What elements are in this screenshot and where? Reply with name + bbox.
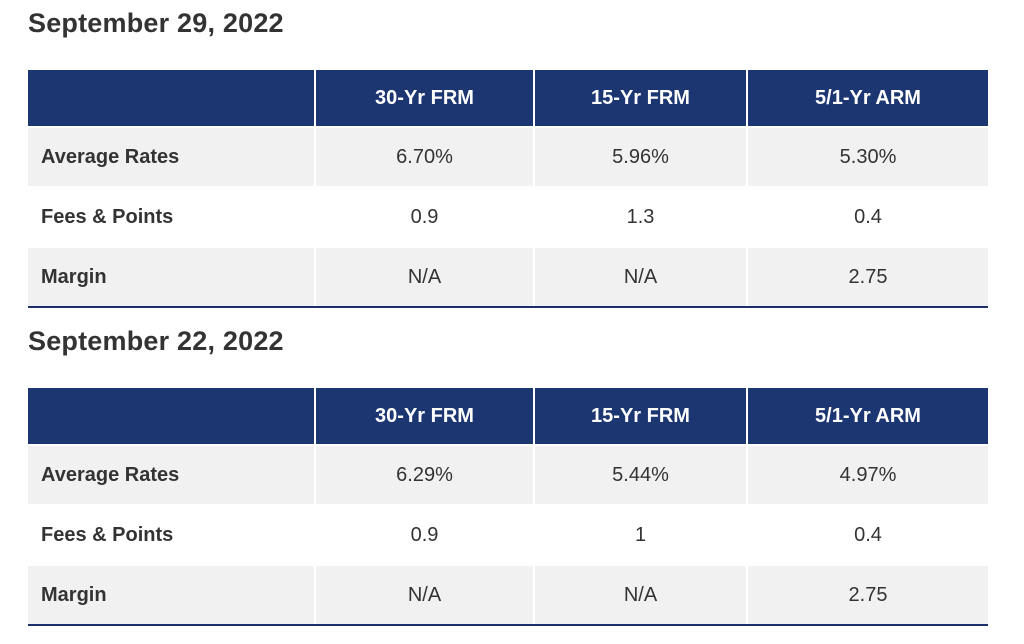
header-cell-15yr-frm: 15-Yr FRM xyxy=(535,70,748,126)
table-cell: 6.29% xyxy=(316,444,535,504)
header-cell-empty xyxy=(28,388,316,444)
row-label-average-rates: Average Rates xyxy=(28,444,316,504)
table-cell: 5.96% xyxy=(535,126,748,186)
table-cell: 0.4 xyxy=(748,186,988,246)
table-cell: 5.44% xyxy=(535,444,748,504)
section-date-heading: September 22, 2022 xyxy=(28,326,284,356)
header-cell-15yr-frm: 15-Yr FRM xyxy=(535,388,748,444)
mortgage-rates-table: 30-Yr FRM 15-Yr FRM 5/1-Yr ARM Average R… xyxy=(28,70,988,308)
header-cell-5-1yr-arm: 5/1-Yr ARM xyxy=(748,388,988,444)
row-label-fees-points: Fees & Points xyxy=(28,504,316,564)
table-row: Margin N/A N/A 2.75 xyxy=(28,246,988,306)
section-date-heading: September 29, 2022 xyxy=(28,8,284,38)
header-cell-30yr-frm: 30-Yr FRM xyxy=(316,388,535,444)
table-row: Fees & Points 0.9 1.3 0.4 xyxy=(28,186,988,246)
header-cell-5-1yr-arm: 5/1-Yr ARM xyxy=(748,70,988,126)
table-row: Margin N/A N/A 2.75 xyxy=(28,564,988,624)
table-cell: N/A xyxy=(316,564,535,624)
row-label-margin: Margin xyxy=(28,246,316,306)
table-cell: 5.30% xyxy=(748,126,988,186)
row-label-average-rates: Average Rates xyxy=(28,126,316,186)
table-cell: 0.9 xyxy=(316,504,535,564)
table-cell: 1 xyxy=(535,504,748,564)
table-header-row: 30-Yr FRM 15-Yr FRM 5/1-Yr ARM xyxy=(28,388,988,444)
table-cell: N/A xyxy=(535,246,748,306)
table-cell: 4.97% xyxy=(748,444,988,504)
table-row: Fees & Points 0.9 1 0.4 xyxy=(28,504,988,564)
table-cell: 0.4 xyxy=(748,504,988,564)
table-cell: 0.9 xyxy=(316,186,535,246)
table-cell: 2.75 xyxy=(748,564,988,624)
table-cell: N/A xyxy=(535,564,748,624)
mortgage-rates-table: 30-Yr FRM 15-Yr FRM 5/1-Yr ARM Average R… xyxy=(28,388,988,626)
table-cell: 2.75 xyxy=(748,246,988,306)
table-row: Average Rates 6.70% 5.96% 5.30% xyxy=(28,126,988,186)
table-cell: 1.3 xyxy=(535,186,748,246)
header-cell-30yr-frm: 30-Yr FRM xyxy=(316,70,535,126)
row-label-margin: Margin xyxy=(28,564,316,624)
header-cell-empty xyxy=(28,70,316,126)
row-label-fees-points: Fees & Points xyxy=(28,186,316,246)
table-cell: N/A xyxy=(316,246,535,306)
table-header-row: 30-Yr FRM 15-Yr FRM 5/1-Yr ARM xyxy=(28,70,988,126)
table-cell: 6.70% xyxy=(316,126,535,186)
table-row: Average Rates 6.29% 5.44% 4.97% xyxy=(28,444,988,504)
